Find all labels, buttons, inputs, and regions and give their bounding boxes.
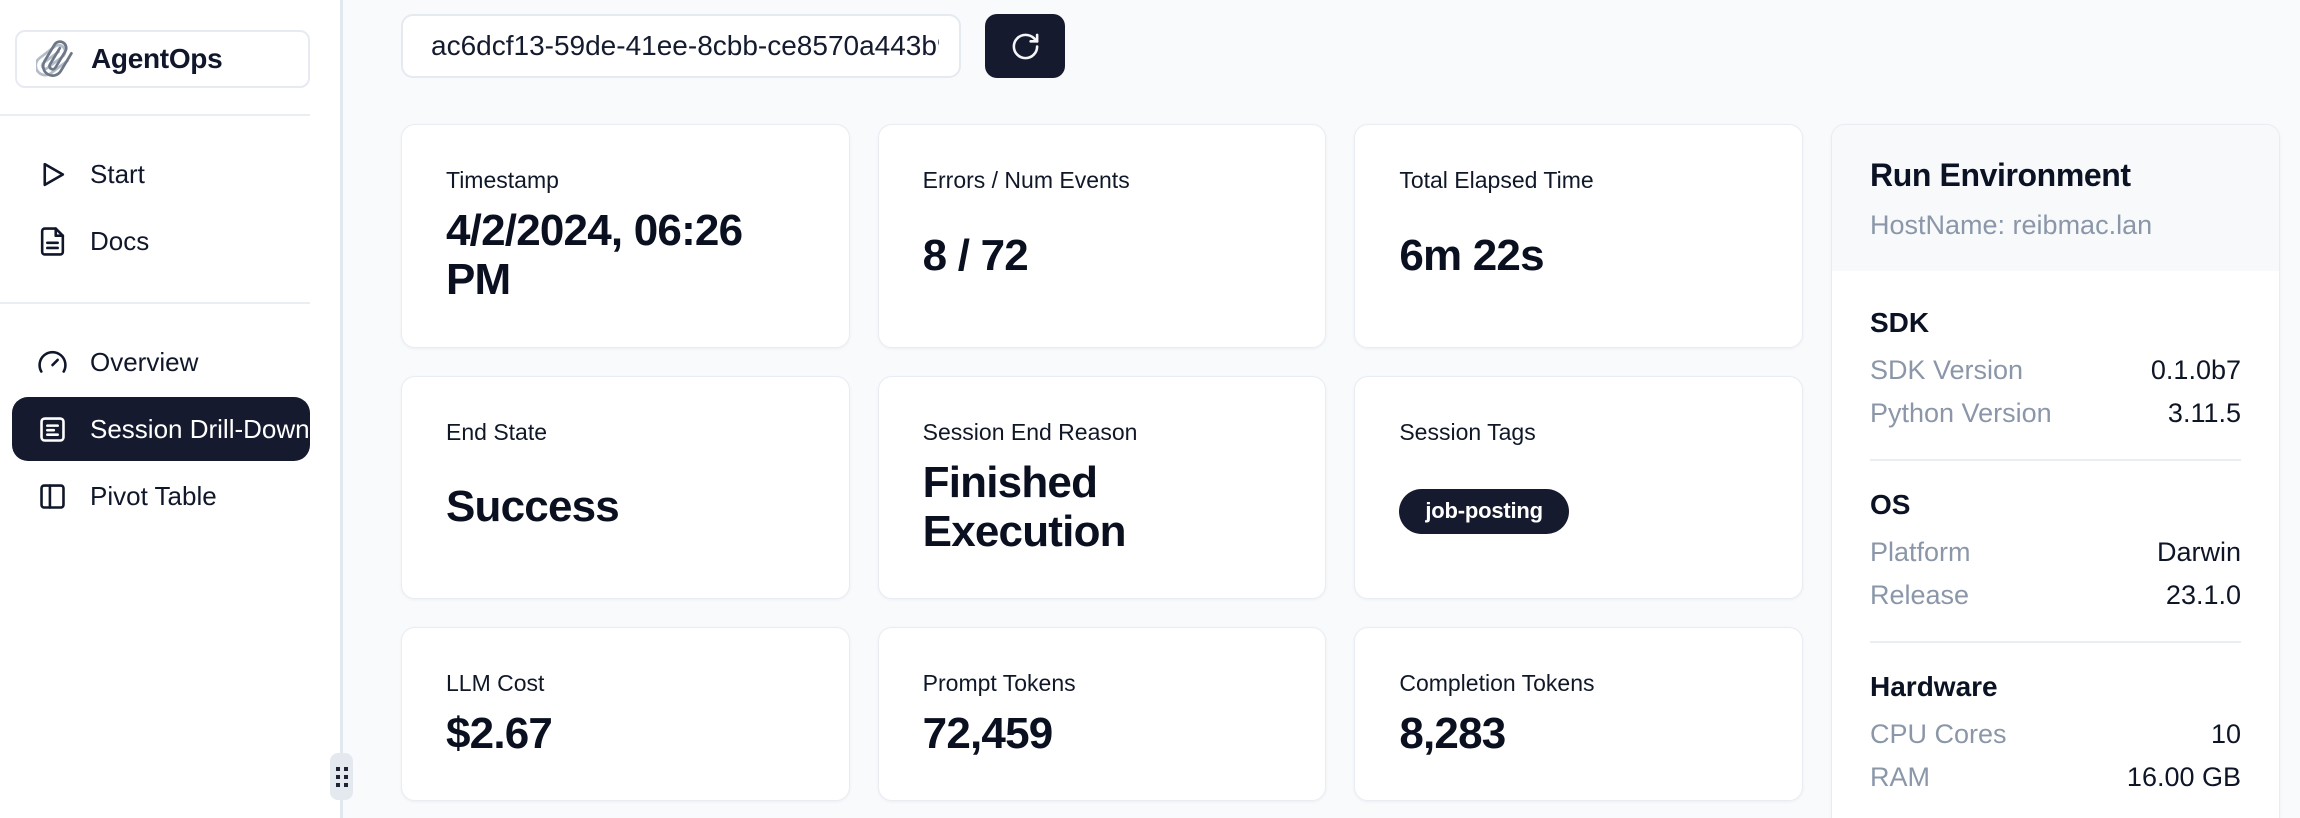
env-section-heading: Hardware [1870,671,1998,702]
main-content: Timestamp 4/2/2024, 06:26 PM Errors / Nu… [343,0,2300,818]
panel-title: Run Environment [1870,157,2131,193]
env-row-value: 0.1.0b7 [2150,355,2241,385]
env-section-divider [1870,641,2241,643]
metric-card: Session End Reason Finished Execution [877,375,1327,600]
sidebar-item-label: Docs [90,225,150,256]
metric-label: Errors / Num Events [922,167,1130,193]
file-text-icon [37,226,68,257]
run-environment-panel: Run Environment HostName: reibmac.lan SD… [1831,124,2280,818]
run-environment-header: Run Environment HostName: reibmac.lan [1832,125,2279,271]
env-section: Hardware CPU Cores 10 RAM 16.00 GB [1870,671,2241,793]
metric-value: Finished Execution [922,457,1127,556]
sidebar-item-label: Start [90,158,145,189]
sidebar-item-session-drill-down[interactable]: Session Drill-Down [12,397,310,461]
sidebar: AgentOps Start Docs Overview Session Drill… [0,0,340,818]
sidebar-item-pivot-table[interactable]: Pivot Table [12,464,310,528]
sidebar-item-start[interactable]: Start [12,142,310,206]
metric-card: Total Elapsed Time 6m 22s [1354,124,1803,348]
env-section: OS Platform Darwin Release 23.1.0 [1870,489,2241,611]
paperclip-icon [35,39,75,79]
env-row-value: 23.1.0 [2165,580,2241,610]
env-row-label: Python Version [1870,398,2052,428]
metric-value: 8,283 [1399,709,1506,759]
metric-label: Total Elapsed Time [1399,167,1594,193]
sidebar-item-label: Pivot Table [90,480,217,511]
env-row: Python Version 3.11.5 [1870,398,2241,429]
env-row-value: 3.11.5 [2167,398,2241,428]
metric-value: 72,459 [922,709,1054,759]
metric-value: $2.67 [446,709,553,759]
metric-value: job-posting [1399,479,1569,535]
rotate-cw-icon [1010,31,1041,62]
metric-value: 6m 22s [1399,230,1544,280]
env-section-heading: SDK [1870,307,1930,338]
env-row-label: RAM [1870,762,1930,792]
metric-card: Errors / Num Events 8 / 72 [877,124,1327,348]
sidebar-item-label: Overview [90,346,199,377]
metrics-grid: Timestamp 4/2/2024, 06:26 PM Errors / Nu… [401,124,1803,802]
env-row: Platform Darwin [1870,537,2241,568]
env-row-value: 16.00 GB [2126,762,2241,792]
hostname-text: HostName: reibmac.lan [1870,210,2153,240]
metric-card: Timestamp 4/2/2024, 06:26 PM [401,124,850,348]
sidebar-divider [0,302,310,304]
metric-label: Session End Reason [922,418,1138,445]
env-row: CPU Cores 10 [1870,719,2241,750]
run-environment-body: SDK SDK Version 0.1.0b7 Python Version 3… [1832,271,2279,818]
sidebar-item-overview[interactable]: Overview [12,330,310,394]
brand-logo[interactable]: AgentOps [15,30,310,88]
metric-label: Prompt Tokens [922,670,1076,697]
metric-value: 8 / 72 [922,230,1029,280]
metric-label: End State [446,418,548,445]
brand-name: AgentOps [91,43,223,74]
env-row-label: CPU Cores [1870,719,2007,749]
env-row-label: SDK Version [1870,355,2024,385]
refresh-button[interactable] [985,14,1065,78]
sidebar-divider [0,114,310,116]
metric-value: 4/2/2024, 06:26 PM [446,206,743,305]
sidebar-item-label: Session Drill-Down [90,413,310,444]
play-icon [37,159,68,190]
metric-label: LLM Cost [446,670,545,697]
env-row-label: Platform [1870,537,1971,567]
topbar [401,14,2280,78]
metric-value: Success [446,482,620,532]
env-row: RAM 16.00 GB [1870,762,2241,793]
env-row-label: Release [1870,580,1970,610]
env-row: SDK Version 0.1.0b7 [1870,355,2241,386]
sidebar-item-docs[interactable]: Docs [12,209,310,273]
metric-label: Timestamp [446,167,559,193]
env-row: Release 23.1.0 [1870,580,2241,611]
env-section-heading: OS [1870,489,1911,520]
env-section: SDK SDK Version 0.1.0b7 Python Version 3… [1870,307,2241,429]
panel-left-icon [37,481,68,512]
metric-card: Session Tags job-posting [1354,375,1803,600]
env-row-value: 10 [2210,719,2241,749]
metric-label: Session Tags [1399,418,1536,445]
gauge-icon [37,347,68,378]
list-box-icon [37,414,68,445]
session-tag-badge: job-posting [1399,489,1569,535]
env-row-value: Darwin [2156,537,2241,567]
session-id-input[interactable] [401,14,961,78]
sidebar-nav-top: Start Docs [0,116,340,276]
env-section-divider [1870,459,2241,461]
metric-label: Completion Tokens [1399,670,1595,697]
metric-card: LLM Cost $2.67 [401,627,850,802]
sidebar-resizer[interactable] [330,0,353,818]
drag-handle-icon[interactable] [330,753,353,800]
metric-card: Prompt Tokens 72,459 [877,627,1327,802]
sidebar-nav-pages: Overview Session Drill-Down Pivot Table [0,304,340,531]
metric-card: Completion Tokens 8,283 [1354,627,1803,802]
metric-card: End State Success [401,375,850,600]
